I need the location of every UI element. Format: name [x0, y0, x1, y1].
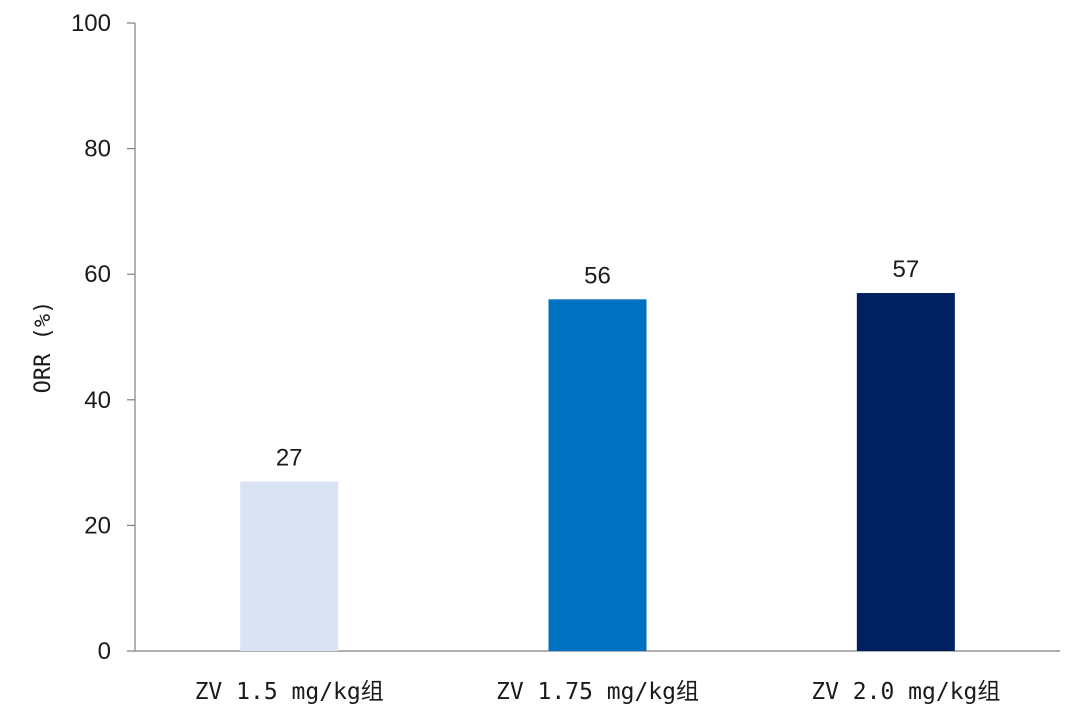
data-label: 56	[584, 262, 611, 289]
category-labels: ZV 1.5 mg/kg组 ZV 1.75 mg/kg组 ZV 2.0 mg/kg组	[195, 679, 1001, 705]
y-axis: 0 20 40 60 80 100	[71, 10, 136, 665]
y-tick-label: 100	[71, 10, 111, 37]
y-tick-label: 40	[84, 387, 111, 414]
y-tick-label: 20	[84, 512, 111, 539]
x-tick-label: ZV 2.0 mg/kg组	[811, 679, 1000, 705]
y-tick-label: 0	[98, 638, 111, 665]
bar	[856, 293, 955, 651]
data-labels: 27 56 57	[276, 256, 919, 471]
bar	[240, 481, 339, 651]
x-tick-label: ZV 1.75 mg/kg组	[496, 679, 699, 705]
x-tick-label: ZV 1.5 mg/kg组	[195, 679, 384, 705]
bars	[240, 293, 955, 651]
y-tick-label: 80	[84, 136, 111, 163]
data-label: 57	[892, 256, 919, 283]
y-axis-title: ORR (%)	[31, 301, 56, 394]
data-label: 27	[276, 444, 303, 471]
y-tick-label: 60	[84, 261, 111, 288]
bar	[548, 299, 647, 651]
